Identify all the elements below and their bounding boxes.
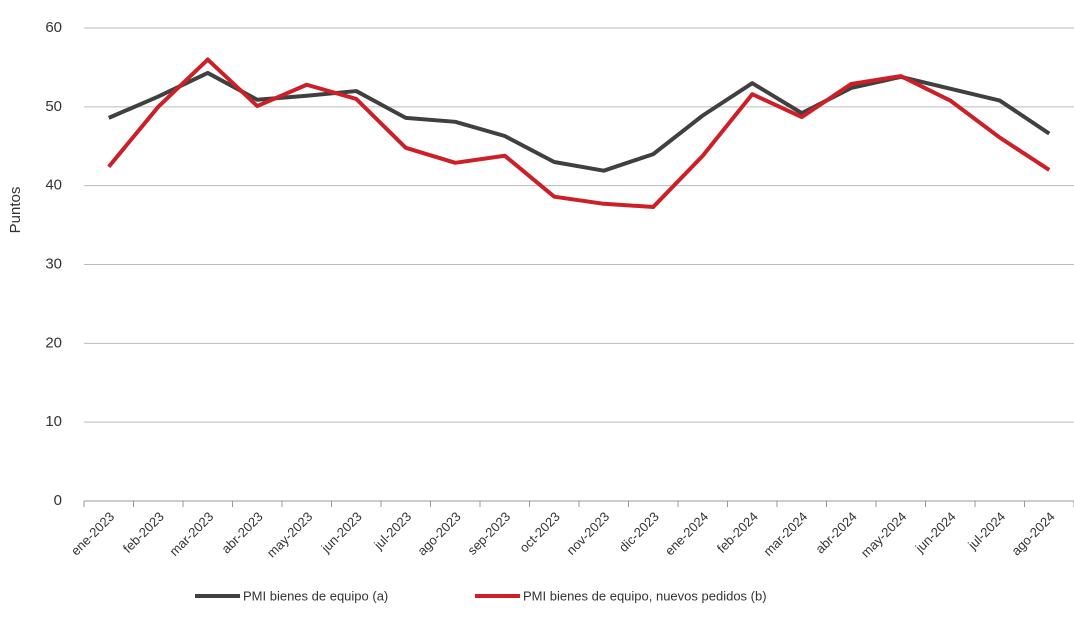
- legend-label: PMI bienes de equipo, nuevos pedidos (b): [523, 588, 767, 603]
- x-tick-label: feb-2024: [714, 509, 761, 556]
- y-tick-label: 0: [54, 492, 62, 509]
- y-axis-label: Puntos: [7, 187, 24, 234]
- series-line: [107, 57, 1051, 209]
- x-tick-label: dic-2023: [616, 509, 662, 555]
- y-tick-label: 20: [45, 334, 62, 351]
- x-tick-label: jun-2023: [318, 509, 365, 556]
- x-tick-label: abr-2024: [812, 509, 859, 556]
- x-tick-label: ene-2023: [68, 509, 117, 558]
- y-tick-label: 30: [45, 255, 62, 272]
- y-tick-label: 60: [45, 19, 62, 36]
- y-tick-label: 50: [45, 98, 62, 115]
- x-tick-label: mar-2023: [166, 509, 216, 559]
- y-tick-label: 10: [45, 413, 62, 430]
- x-tick-label: may-2024: [858, 509, 909, 560]
- y-tick-label: 40: [45, 177, 62, 194]
- x-tick-label: ago-2023: [414, 509, 463, 558]
- x-tick-label: ene-2024: [662, 509, 711, 558]
- x-tick-label: may-2023: [264, 509, 315, 560]
- x-tick-label: mar-2024: [760, 509, 810, 559]
- x-tick-label: oct-2023: [516, 509, 562, 555]
- x-tick-label: jul-2024: [964, 509, 1008, 553]
- x-tick-label: ago-2024: [1008, 509, 1057, 558]
- x-tick-label: jul-2023: [370, 509, 414, 553]
- x-tick-label: feb-2023: [120, 509, 167, 556]
- x-tick-label: abr-2023: [218, 509, 265, 556]
- x-tick-label: sep-2023: [464, 509, 513, 558]
- x-tick-label: nov-2023: [563, 509, 612, 558]
- series-line: [107, 70, 1051, 173]
- x-tick-label: jun-2024: [912, 509, 959, 556]
- legend-label: PMI bienes de equipo (a): [243, 588, 388, 603]
